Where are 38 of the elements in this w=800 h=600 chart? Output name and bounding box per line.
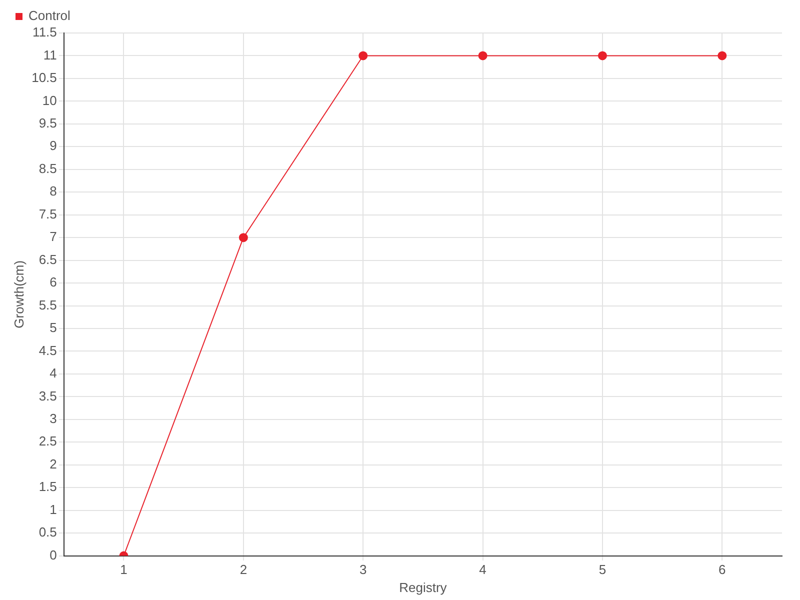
point <box>598 51 607 60</box>
y-tick-label: 3 <box>50 410 57 426</box>
y-tick-label: 10 <box>42 92 57 108</box>
y-tick-label: 4 <box>50 366 57 381</box>
point <box>358 51 368 60</box>
y-tick-label: 8 <box>50 184 57 199</box>
y-tick-label: 9 <box>50 138 57 154</box>
y-tick-label: 7 <box>50 229 57 244</box>
y-tick-label: 8.5 <box>38 160 57 176</box>
y-tick-label: 9.5 <box>38 116 57 130</box>
y-tick-label: 11.5 <box>32 24 57 40</box>
point <box>718 51 727 60</box>
y-tick-label: 0.5 <box>38 524 57 540</box>
y-tick-label: 11 <box>43 47 57 62</box>
x-axis-title: Registry <box>399 580 448 595</box>
y-tick-label: 0 <box>50 547 57 562</box>
y-tick-label: 5 <box>50 320 57 336</box>
y-tick-label: 6 <box>50 274 57 290</box>
y-tick-label: 2 <box>50 456 57 472</box>
y-tick-label: 1.5 <box>38 479 57 494</box>
point <box>238 233 248 242</box>
legend-label: Control <box>28 8 71 24</box>
y-tick-label: 2.5 <box>38 434 57 449</box>
y-tick-label: 3.5 <box>38 388 57 404</box>
x-tick-label: 4 <box>479 562 486 578</box>
y-tick-label: 5.5 <box>38 297 57 312</box>
x-tick-label: 3 <box>359 562 367 578</box>
y-tick-label: 1 <box>50 502 57 517</box>
y-tick-label: 10.5 <box>32 70 57 86</box>
x-tick-label: 5 <box>598 562 606 578</box>
x-tick-label: 2 <box>240 562 248 578</box>
y-tick-label: 7.5 <box>38 206 57 222</box>
y-axis-title: Growth(cm) <box>11 260 26 328</box>
y-tick-label: 6.5 <box>38 252 57 267</box>
y-tick-label: 4.5 <box>38 342 57 358</box>
point <box>478 51 488 60</box>
x-tick-label: 6 <box>718 562 726 578</box>
x-tick-label: 1 <box>120 562 128 578</box>
